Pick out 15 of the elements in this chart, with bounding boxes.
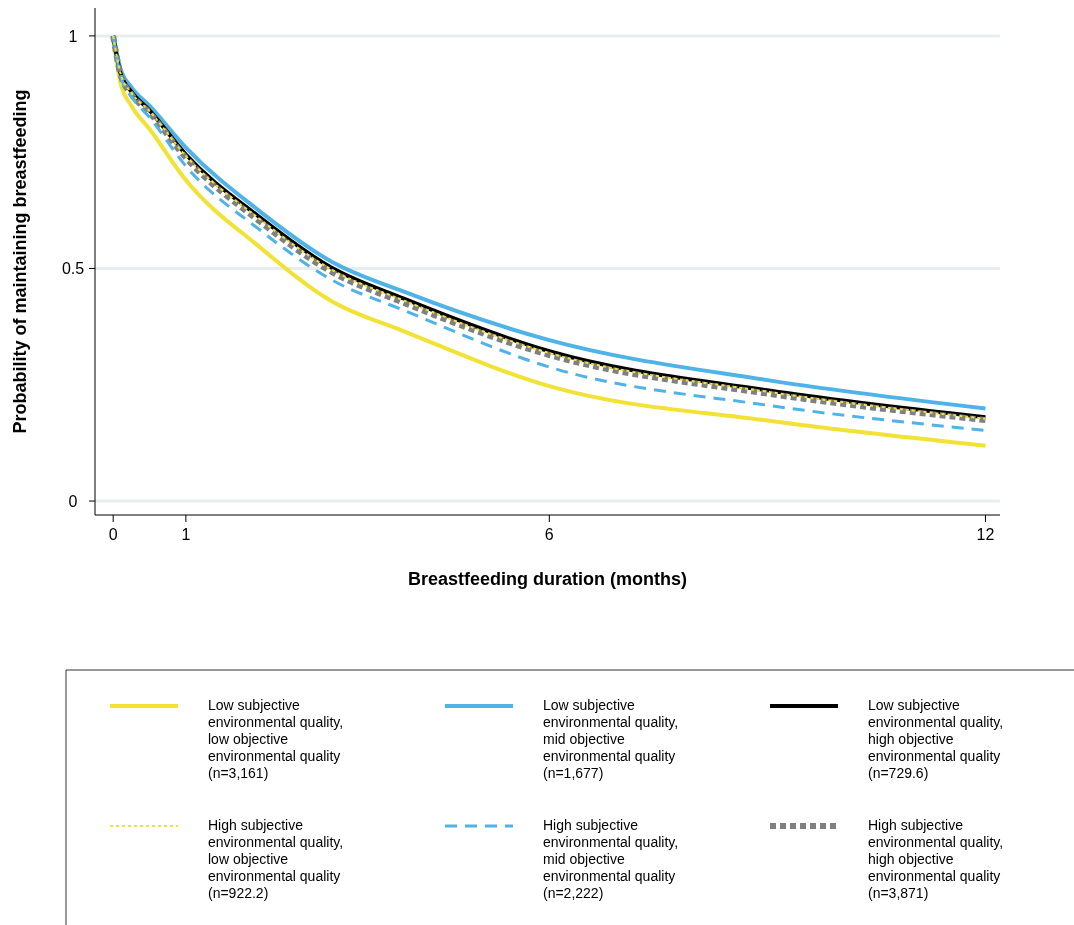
x-tick-label: 6 [544, 526, 554, 543]
legend-label: Low subjective environmental quality, high objective environmental quality (n=729.6) [868, 697, 1004, 781]
y-tick-label: 0 [68, 492, 78, 510]
x-tick-label: 1 [181, 526, 191, 543]
legend-label: Low subjective environmental quality, mid objective environmental quality (n=1,677) [543, 697, 679, 781]
x-axis-title: Breastfeeding duration (months) [407, 569, 688, 589]
legend-label: High subjective environmental quality, low objective environmental quality (n=922.2) [208, 817, 344, 901]
y-tick-label: 0.5 [61, 260, 85, 278]
x-tick-label: 0 [108, 526, 118, 543]
y-axis-title: Probability of maintaining breastfeeding [10, 89, 30, 434]
y-tick-label: 1 [68, 27, 78, 45]
legend-label: High subjective environmental quality, high objective environmental quality (n=3,871) [868, 817, 1004, 901]
x-tick-label: 12 [976, 526, 995, 543]
legend-label: High subjective environmental quality, mid objective environmental quality (n=2,222) [543, 817, 679, 901]
legend-label: Low subjective environmental quality, low objective environmental quality (n=3,161) [208, 697, 344, 781]
